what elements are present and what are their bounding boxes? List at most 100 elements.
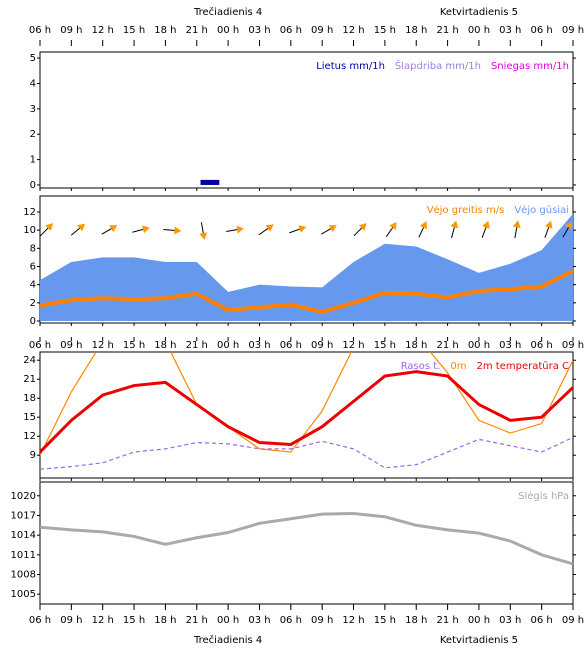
x-tick-label: 15 h (123, 340, 145, 351)
legend-entry: Vėjo gūsiai (514, 205, 569, 216)
y-tick-label: 1014 (11, 530, 36, 541)
x-tick-label: 21 h (436, 25, 458, 36)
x-tick-label: 00 h (468, 340, 490, 351)
x-tick-label: 06 h (280, 340, 302, 351)
gust-area (40, 213, 573, 322)
x-tick-label: 15 h (374, 340, 396, 351)
x-tick-label: 06 h (29, 25, 51, 36)
y-tick-label: 15 (23, 412, 36, 423)
y-tick-label: 1020 (11, 491, 36, 502)
x-tick-label: 15 h (123, 615, 145, 626)
plot-area (40, 352, 573, 470)
arrow-head (199, 232, 208, 241)
day-label: Ketvirtadienis 5 (440, 7, 518, 18)
panel (39, 51, 574, 189)
y-tick-label: 2 (30, 129, 36, 140)
wind-arrow (450, 220, 459, 239)
wind-arrow (132, 225, 150, 234)
y-tick-label: 1 (30, 155, 36, 166)
arrow-head (174, 226, 182, 235)
x-tick-label: 18 h (405, 25, 427, 36)
wind-arrow (320, 225, 337, 235)
x-tick-label: 21 h (436, 340, 458, 351)
y-tick-label: 10 (23, 225, 36, 236)
wind-arrow (562, 221, 572, 238)
y-tick-label: 12 (23, 431, 36, 442)
arrow-head (512, 220, 521, 228)
y-tick-label: 18 (23, 393, 36, 404)
x-tick-label: 00 h (468, 25, 490, 36)
legend-entry: Lietus mm/1h (316, 61, 385, 72)
x-tick-label: 06 h (280, 25, 302, 36)
x-tick-label: 06 h (531, 340, 553, 351)
arrow-head (45, 223, 54, 231)
x-tick-label: 18 h (154, 340, 176, 351)
panel (39, 481, 574, 605)
x-tick-label: 09 h (60, 340, 82, 351)
x-tick-label: 03 h (248, 25, 270, 36)
plot-area (40, 511, 573, 566)
wind-arrow (481, 220, 490, 238)
y-tick-label: 5 (30, 53, 36, 64)
y-tick-label: 1005 (11, 589, 36, 600)
arrow-head (298, 225, 307, 233)
y-tick-label: 4 (30, 78, 36, 89)
arrow-head (236, 225, 244, 234)
x-tick-label: 09 h (60, 615, 82, 626)
y-tick-label: 2 (30, 298, 36, 309)
x-tick-label: 18 h (405, 340, 427, 351)
wind-arrow (512, 220, 521, 239)
wind-arrow (101, 225, 118, 235)
x-tick-label: 00 h (217, 25, 239, 36)
x-tick-label: 00 h (217, 340, 239, 351)
x-tick-label: 21 h (186, 340, 208, 351)
y-tick-label: 0 (30, 316, 36, 327)
x-tick-label: 21 h (186, 25, 208, 36)
wind-arrow (385, 221, 397, 237)
x-tick-label: 12 h (92, 615, 114, 626)
wind-arrow (163, 226, 182, 235)
wind-arrow (418, 221, 428, 238)
x-tick-label: 09 h (562, 615, 584, 626)
series-line (40, 269, 573, 314)
x-tick-label: 21 h (436, 615, 458, 626)
x-tick-label: 03 h (248, 340, 270, 351)
y-tick-label: 0 (30, 180, 36, 191)
arrow-head (482, 220, 490, 229)
y-tick-label: 3 (30, 104, 36, 115)
arrow-head (419, 221, 428, 230)
legend-entry: Rasos t. (401, 361, 441, 372)
plot-area (200, 179, 220, 185)
legend-entry: 0m (450, 361, 466, 372)
legend-entry: Sniegas mm/1h (491, 61, 569, 72)
x-tick-label: 09 h (311, 615, 333, 626)
x-tick-label: 09 h (311, 340, 333, 351)
x-tick-label: 06 h (29, 340, 51, 351)
wind-arrow (70, 223, 86, 236)
series-line (40, 352, 573, 456)
arrow-head (544, 220, 553, 229)
x-tick-label: 21 h (186, 615, 208, 626)
y-tick-label: 9 (30, 450, 36, 461)
wind-arrow (226, 225, 244, 234)
y-tick-label: 1017 (11, 510, 36, 521)
arrow-head (358, 223, 367, 231)
x-tick-label: 06 h (29, 615, 51, 626)
x-tick-label: 09 h (60, 25, 82, 36)
x-tick-label: 12 h (92, 25, 114, 36)
day-label: Ketvirtadienis 5 (440, 635, 518, 646)
legend-entry: Šlapdriba mm/1h (395, 59, 481, 72)
wind-arrow (353, 223, 367, 237)
x-tick-label: 12 h (342, 615, 364, 626)
x-tick-label: 18 h (154, 615, 176, 626)
x-tick-label: 12 h (342, 25, 364, 36)
legend-entry: Slėgis hPa (518, 491, 569, 502)
y-tick-label: 21 (23, 374, 36, 385)
y-tick-label: 12 (23, 207, 36, 218)
x-tick-label: 15 h (123, 25, 145, 36)
legend-entry: 2m temperatūra C (477, 361, 570, 372)
arrow-head (450, 220, 459, 229)
arrow-head (141, 225, 150, 234)
wind-arrow (40, 223, 54, 237)
